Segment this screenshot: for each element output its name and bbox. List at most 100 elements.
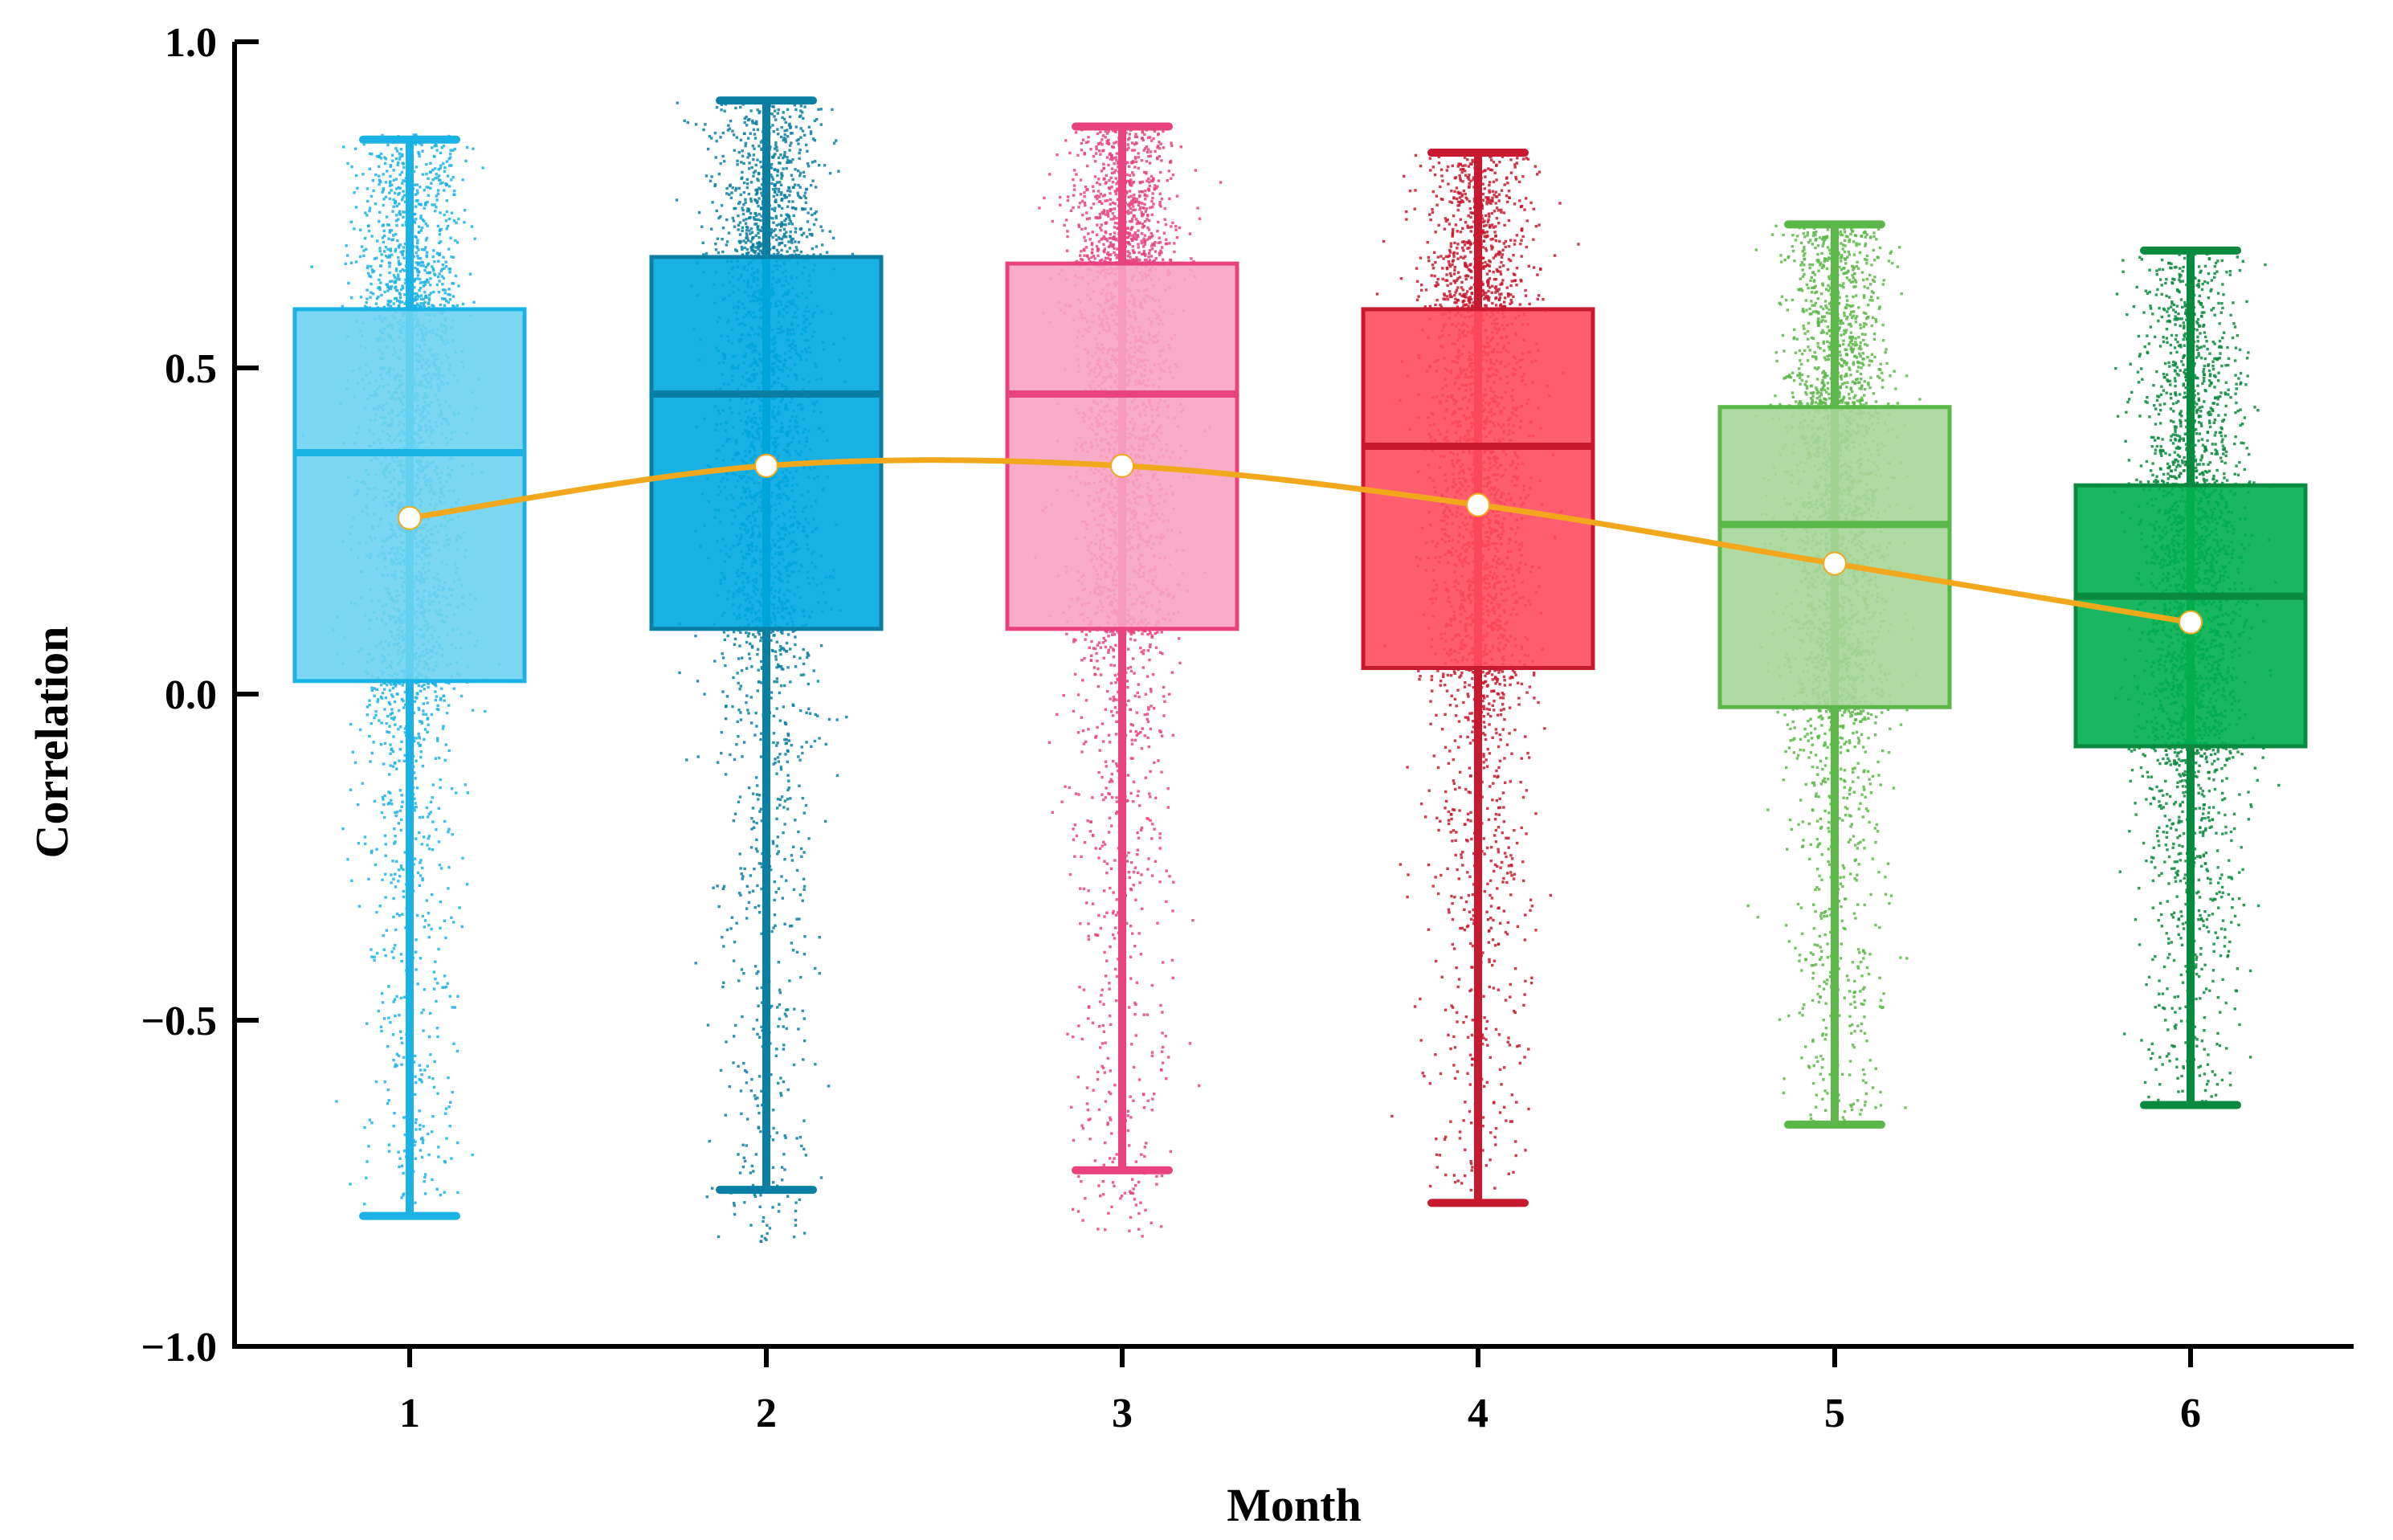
scatter-point: [395, 204, 398, 208]
scatter-point: [414, 261, 419, 264]
scatter-point: [771, 235, 774, 239]
scatter-point: [778, 798, 782, 802]
scatter-point: [438, 756, 441, 760]
scatter-point: [741, 149, 744, 153]
scatter-point: [753, 635, 757, 639]
scatter-point: [721, 227, 725, 230]
scatter-point: [362, 254, 365, 258]
scatter-point: [399, 828, 402, 832]
scatter-point: [787, 186, 791, 190]
scatter-point: [370, 235, 374, 238]
scatter-point: [464, 159, 468, 163]
scatter-point: [351, 750, 354, 754]
scatter-point: [386, 143, 390, 147]
scatter-point: [743, 1201, 746, 1204]
scatter-point: [745, 1081, 749, 1085]
scatter-point: [444, 1107, 448, 1110]
scatter-point: [758, 228, 762, 232]
scatter-point: [386, 730, 389, 733]
scatter-point: [443, 699, 446, 702]
scatter-point: [392, 947, 396, 950]
scatter-point: [723, 638, 726, 642]
scatter-point: [397, 259, 401, 263]
scatter-point: [390, 711, 394, 715]
scatter-point: [788, 247, 791, 250]
scatter-point: [419, 186, 422, 189]
scatter-point: [412, 133, 415, 137]
scatter-point: [753, 1195, 758, 1198]
scatter-point: [808, 712, 812, 715]
scatter-point: [744, 145, 747, 148]
scatter-point: [412, 863, 415, 866]
scatter-point: [721, 985, 725, 989]
scatter-point: [443, 819, 447, 823]
scatter-point: [425, 899, 428, 902]
scatter-point: [403, 200, 407, 204]
scatter-point: [741, 1015, 744, 1019]
scatter-point: [745, 218, 748, 221]
scatter-point: [798, 656, 802, 660]
scatter-point: [794, 168, 797, 171]
scatter-point: [746, 239, 750, 243]
scatter-point: [783, 1134, 786, 1138]
scatter-point: [758, 110, 762, 113]
scatter-point: [799, 227, 803, 231]
scatter-point: [403, 754, 406, 757]
scatter-point: [746, 182, 749, 186]
scatter-point: [771, 630, 774, 633]
scatter-point: [737, 151, 741, 154]
scatter-point: [456, 995, 459, 998]
scatter-point: [402, 190, 405, 193]
scatter-point: [392, 877, 395, 880]
scatter-point: [705, 1195, 709, 1199]
scatter-point: [402, 286, 405, 290]
scatter-point: [773, 680, 776, 684]
scatter-point: [310, 265, 313, 268]
scatter-point: [695, 123, 698, 126]
scatter-point: [801, 207, 804, 210]
scatter-point: [759, 1129, 762, 1134]
scatter-point: [392, 274, 396, 277]
scatter-point: [365, 1022, 369, 1025]
scatter-point: [799, 709, 802, 713]
scatter-point: [393, 762, 397, 765]
scatter-point: [392, 198, 395, 202]
scatter-point: [741, 875, 745, 878]
scatter-point: [794, 125, 798, 129]
scatter-point: [434, 682, 437, 685]
scatter-point: [382, 189, 385, 192]
scatter-point: [799, 127, 802, 130]
scatter-point: [396, 163, 399, 167]
scatter-point: [423, 280, 427, 284]
scatter-point: [413, 304, 416, 308]
scatter-point: [762, 1215, 766, 1219]
scatter-point: [831, 108, 834, 112]
scatter-point: [414, 1121, 418, 1125]
scatter-point: [401, 800, 404, 803]
scatter-point: [451, 1006, 454, 1009]
scatter-point: [748, 786, 751, 790]
scatter-point: [378, 178, 382, 182]
scatter-point: [391, 1033, 395, 1036]
scatter-point: [421, 878, 424, 882]
scatter-point: [706, 147, 710, 151]
scatter-point: [398, 292, 401, 295]
scatter-point: [794, 1219, 798, 1222]
scatter-point: [804, 1154, 807, 1157]
scatter-point: [696, 680, 700, 683]
scatter-point: [795, 139, 798, 142]
scatter-point: [415, 302, 419, 305]
scatter-point: [439, 211, 442, 214]
scatter-point: [773, 115, 776, 118]
scatter-point: [708, 1139, 711, 1143]
scatter-point: [733, 149, 736, 152]
scatter-point: [802, 194, 806, 198]
scatter-point: [395, 299, 399, 303]
scatter-point: [758, 1205, 762, 1208]
scatter-point: [802, 673, 806, 676]
scatter-point: [394, 286, 397, 289]
scatter-point: [816, 714, 819, 717]
scatter-point: [394, 276, 397, 280]
scatter-point: [452, 687, 455, 690]
scatter-point: [365, 300, 368, 304]
